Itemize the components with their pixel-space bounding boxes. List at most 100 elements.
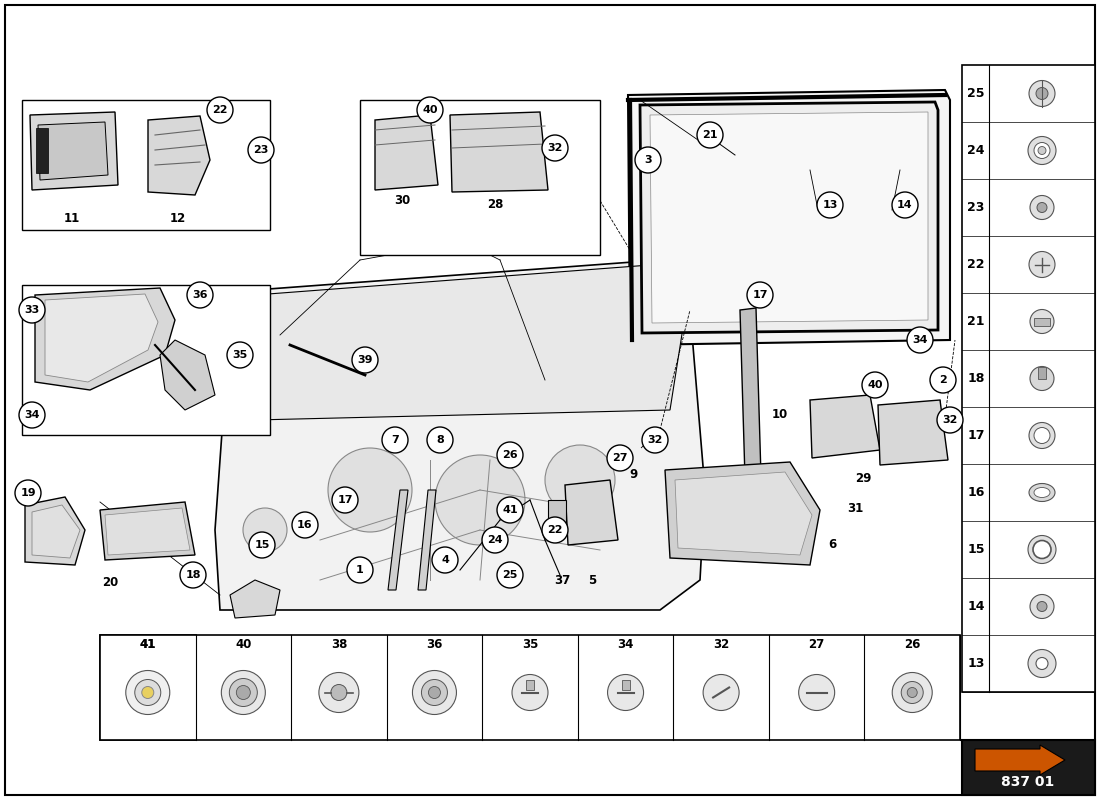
Circle shape	[862, 372, 888, 398]
Circle shape	[221, 670, 265, 714]
Text: 11: 11	[64, 211, 80, 225]
Text: 14: 14	[898, 200, 913, 210]
Circle shape	[497, 442, 522, 468]
Text: 35: 35	[232, 350, 248, 360]
Text: 1: 1	[356, 565, 364, 575]
Text: 5: 5	[587, 574, 596, 586]
Circle shape	[249, 532, 275, 558]
Circle shape	[908, 687, 917, 698]
Text: 22: 22	[548, 525, 563, 535]
Text: 19: 19	[20, 488, 36, 498]
Circle shape	[542, 135, 568, 161]
Text: 16: 16	[967, 486, 984, 499]
Text: 837 01: 837 01	[1001, 775, 1055, 789]
Circle shape	[512, 674, 548, 710]
Text: 20: 20	[102, 575, 118, 589]
Circle shape	[319, 673, 359, 713]
Text: 10: 10	[772, 409, 788, 422]
Circle shape	[328, 448, 412, 532]
Polygon shape	[878, 400, 948, 465]
Circle shape	[892, 673, 932, 713]
Text: 3: 3	[645, 155, 652, 165]
Text: 31: 31	[847, 502, 864, 514]
FancyArrow shape	[975, 745, 1065, 775]
Text: 36: 36	[192, 290, 208, 300]
Text: 38: 38	[331, 638, 348, 651]
Circle shape	[607, 445, 632, 471]
Circle shape	[417, 97, 443, 123]
Polygon shape	[628, 90, 950, 345]
Polygon shape	[160, 340, 215, 410]
Text: a passion for parts since 1955: a passion for parts since 1955	[311, 430, 648, 450]
Text: 18: 18	[967, 372, 984, 385]
Text: 35: 35	[521, 638, 538, 651]
Polygon shape	[810, 395, 880, 458]
Text: 7: 7	[392, 435, 399, 445]
Bar	[100, 635, 960, 740]
Text: 41: 41	[140, 638, 156, 651]
Circle shape	[427, 427, 453, 453]
Polygon shape	[418, 490, 436, 590]
Ellipse shape	[1028, 483, 1055, 502]
Text: 22: 22	[967, 258, 984, 271]
Circle shape	[1028, 81, 1055, 106]
Circle shape	[1034, 427, 1050, 443]
Circle shape	[207, 97, 233, 123]
Circle shape	[1034, 142, 1050, 158]
Text: eurorepar: eurorepar	[340, 356, 620, 404]
Text: 40: 40	[422, 105, 438, 115]
Text: 26: 26	[904, 638, 921, 651]
Text: 27: 27	[613, 453, 628, 463]
Circle shape	[434, 455, 525, 545]
Circle shape	[19, 297, 45, 323]
Circle shape	[497, 562, 522, 588]
Text: 29: 29	[855, 471, 871, 485]
Circle shape	[697, 122, 723, 148]
Circle shape	[331, 685, 346, 701]
Circle shape	[1030, 594, 1054, 618]
Polygon shape	[104, 508, 190, 555]
Circle shape	[1030, 366, 1054, 390]
Circle shape	[1028, 251, 1055, 278]
Bar	[621, 679, 629, 690]
Circle shape	[892, 192, 918, 218]
Bar	[36, 128, 48, 173]
Bar	[962, 65, 1094, 692]
Circle shape	[346, 557, 373, 583]
Text: 32: 32	[647, 435, 662, 445]
Circle shape	[432, 547, 458, 573]
Text: 39: 39	[358, 355, 373, 365]
Bar	[548, 500, 566, 535]
Circle shape	[497, 497, 522, 523]
Circle shape	[703, 674, 739, 710]
Text: 23: 23	[253, 145, 268, 155]
Circle shape	[642, 427, 668, 453]
Text: 13: 13	[967, 657, 984, 670]
Polygon shape	[450, 112, 548, 192]
Circle shape	[248, 137, 274, 163]
Circle shape	[382, 427, 408, 453]
Circle shape	[15, 480, 41, 506]
Circle shape	[607, 674, 644, 710]
Text: 18: 18	[185, 570, 200, 580]
Polygon shape	[740, 308, 762, 512]
Polygon shape	[214, 260, 705, 610]
Text: 17: 17	[967, 429, 984, 442]
Circle shape	[1030, 310, 1054, 334]
Polygon shape	[388, 490, 408, 590]
Text: 15: 15	[967, 543, 984, 556]
Bar	[1038, 366, 1046, 378]
Text: 34: 34	[617, 638, 634, 651]
Text: 36: 36	[427, 638, 442, 651]
Text: 16: 16	[297, 520, 312, 530]
Text: 22: 22	[212, 105, 228, 115]
Polygon shape	[375, 115, 438, 190]
Text: 28: 28	[487, 198, 503, 211]
Text: 41: 41	[140, 638, 156, 651]
Circle shape	[1028, 535, 1056, 563]
Circle shape	[125, 670, 169, 714]
Circle shape	[1036, 87, 1048, 99]
Text: 17: 17	[338, 495, 353, 505]
Circle shape	[901, 682, 923, 703]
Polygon shape	[39, 122, 108, 180]
